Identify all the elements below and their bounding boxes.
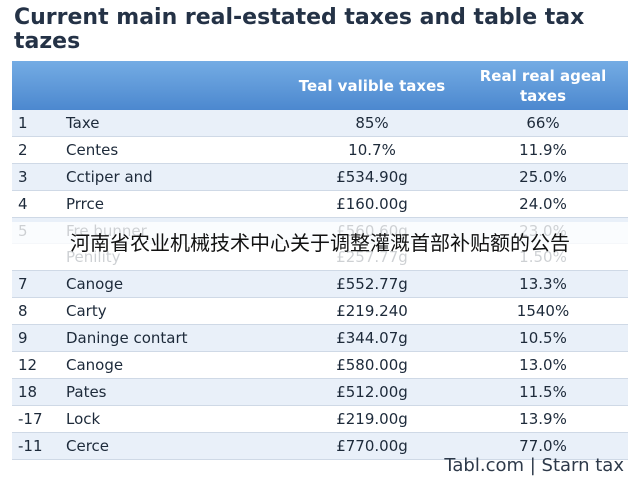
cell-teal-valible: £219.240 [286, 297, 458, 326]
cell-teal-valible: £219.00g [286, 405, 458, 433]
cell-teal-valible: £160.00g [286, 190, 458, 218]
table-row: -11 Cerce £770.00g 77.0% [12, 432, 628, 460]
cell-real-ageal: 24.0% [458, 190, 628, 218]
header-number [12, 61, 56, 110]
row-number: 4 [12, 190, 56, 218]
header-name [56, 61, 286, 110]
table-row: 9 Daninge contart £344.07g 10.5% [12, 324, 628, 353]
table-row: 3 Cctiper and £534.90g 25.0% [12, 163, 628, 191]
row-name: Cctiper and [56, 163, 286, 191]
table-row: 2 Centes 10.7% 11.9% [12, 136, 628, 164]
row-number: 9 [12, 324, 56, 353]
cell-real-ageal: 13.0% [458, 351, 628, 379]
header-teal-valible-taxes: Teal valible taxes [286, 61, 458, 110]
cell-teal-valible: £534.90g [286, 163, 458, 191]
table-row: 4 Prrce £160.00g 24.0% [12, 190, 628, 218]
caption-text: 河南省农业机械技术中心关于调整灌溉首部补贴额的公告 [70, 231, 570, 255]
caption-banner [0, 222, 640, 270]
footer-credit: Tabl.com | Starn tax [444, 455, 624, 476]
row-name: Lock [56, 405, 286, 433]
cell-real-ageal: 1540% [458, 297, 628, 326]
cell-teal-valible: 85% [286, 110, 458, 137]
cell-real-ageal: 10.5% [458, 324, 628, 353]
cell-real-ageal: 11.9% [458, 136, 628, 164]
row-name: Canoge [56, 270, 286, 299]
cell-real-ageal: 11.5% [458, 378, 628, 406]
row-name: Cerce [56, 432, 286, 460]
table-row: 18 Pates £512.00g 11.5% [12, 378, 628, 406]
cell-teal-valible: 10.7% [286, 136, 458, 164]
row-name: Canoge [56, 351, 286, 379]
cell-real-ageal: 66% [458, 110, 628, 137]
header-real-ageal-taxes: Real real ageal taxes [458, 61, 628, 110]
table-row: 1 Taxe 85% 66% [12, 110, 628, 137]
cell-teal-valible: £344.07g [286, 324, 458, 353]
row-number: 1 [12, 110, 56, 137]
row-number: 3 [12, 163, 56, 191]
cell-real-ageal: 25.0% [458, 163, 628, 191]
cell-real-ageal: 13.9% [458, 405, 628, 433]
cell-real-ageal: 77.0% [458, 432, 628, 460]
cell-real-ageal: 13.3% [458, 270, 628, 299]
row-name: Carty [56, 297, 286, 326]
table-row: -17 Lock £219.00g 13.9% [12, 405, 628, 433]
row-name: Centes [56, 136, 286, 164]
row-name: Pates [56, 378, 286, 406]
row-name: Prrce [56, 190, 286, 218]
cell-teal-valible: £770.00g [286, 432, 458, 460]
row-number: 2 [12, 136, 56, 164]
table-header-row: Teal valible taxes Real real ageal taxes [12, 61, 628, 110]
cell-teal-valible: £512.00g [286, 378, 458, 406]
table-row: 7 Canoge £552.77g 13.3% [12, 270, 628, 299]
row-number: 18 [12, 378, 56, 406]
row-number: 7 [12, 270, 56, 299]
table-row: 8 Carty £219.240 1540% [12, 297, 628, 326]
row-number: 12 [12, 351, 56, 379]
row-name: Daninge contart [56, 324, 286, 353]
row-number: 8 [12, 297, 56, 326]
row-name: Taxe [56, 110, 286, 137]
row-number: -11 [12, 432, 56, 460]
page-title: Current main real-estated taxes and tabl… [14, 5, 585, 54]
cell-teal-valible: £552.77g [286, 270, 458, 299]
row-number: -17 [12, 405, 56, 433]
cell-teal-valible: £580.00g [286, 351, 458, 379]
table-body: 1 Taxe 85% 66% 2 Centes 10.7% 11.9% 3 Cctiper and… [12, 110, 628, 460]
table-row: 12 Canoge £580.00g 13.0% [12, 351, 628, 379]
